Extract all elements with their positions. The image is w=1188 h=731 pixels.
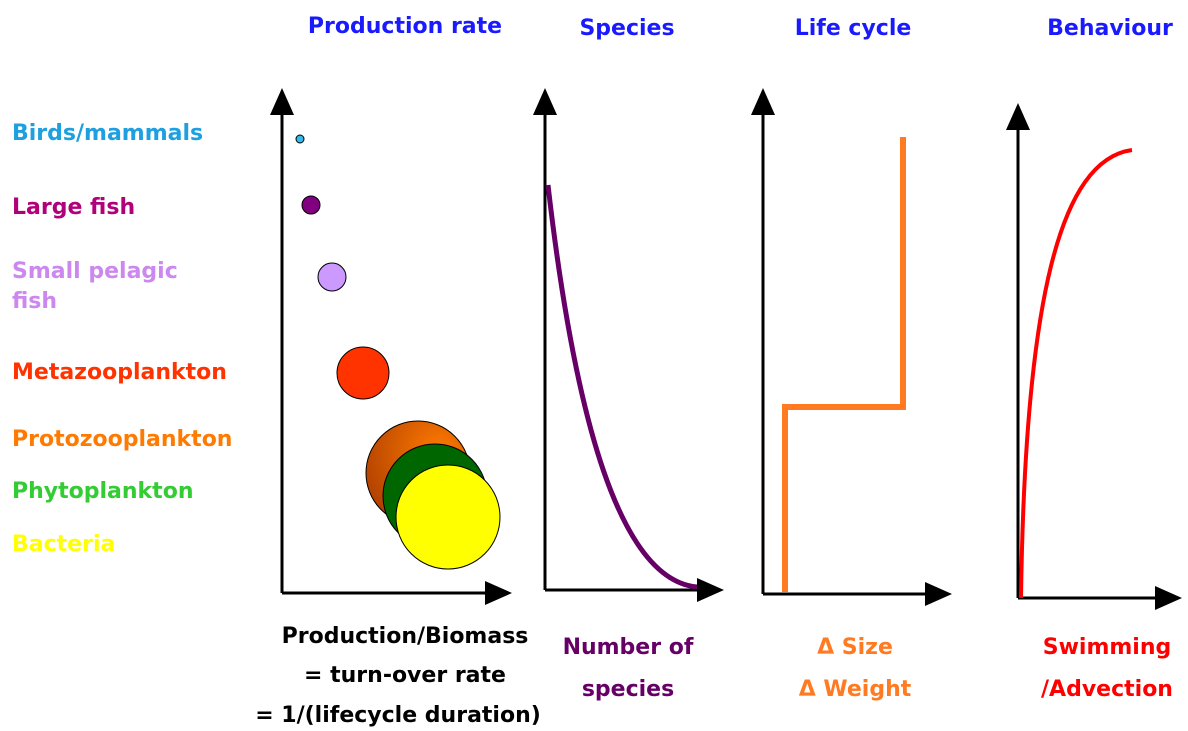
caption: species: [581, 677, 675, 702]
level-label: Large fish: [12, 195, 136, 220]
species-curve: [545, 184, 698, 590]
caption: Swimming: [1042, 635, 1172, 660]
level-label: Metazooplankton: [12, 360, 227, 385]
caption: = turn-over rate: [304, 663, 506, 688]
caption: Number of: [562, 635, 694, 660]
level-label: Phytoplankton: [12, 479, 194, 504]
caption: = 1/(lifecycle duration): [255, 703, 541, 728]
caption: Δ Size: [817, 635, 893, 660]
header: Behaviour: [1047, 16, 1173, 41]
circles: [295, 134, 501, 570]
caption: /Advection: [1041, 677, 1173, 702]
level-label: Birds/mammals: [12, 121, 204, 146]
caption: Production/Biomass: [281, 624, 529, 649]
behaviour-curve: [1019, 148, 1133, 599]
header: Production rate: [307, 14, 503, 39]
level-label: Protozooplankton: [12, 427, 233, 452]
header: Species: [579, 16, 675, 41]
header: Life cycle: [794, 16, 912, 41]
axes: [270, 88, 1182, 610]
level-label: Bacteria: [12, 532, 116, 557]
level-label: Small pelagic fish: [12, 259, 178, 314]
lifecycle-step: [782, 137, 906, 592]
caption: Δ Weight: [798, 677, 912, 702]
